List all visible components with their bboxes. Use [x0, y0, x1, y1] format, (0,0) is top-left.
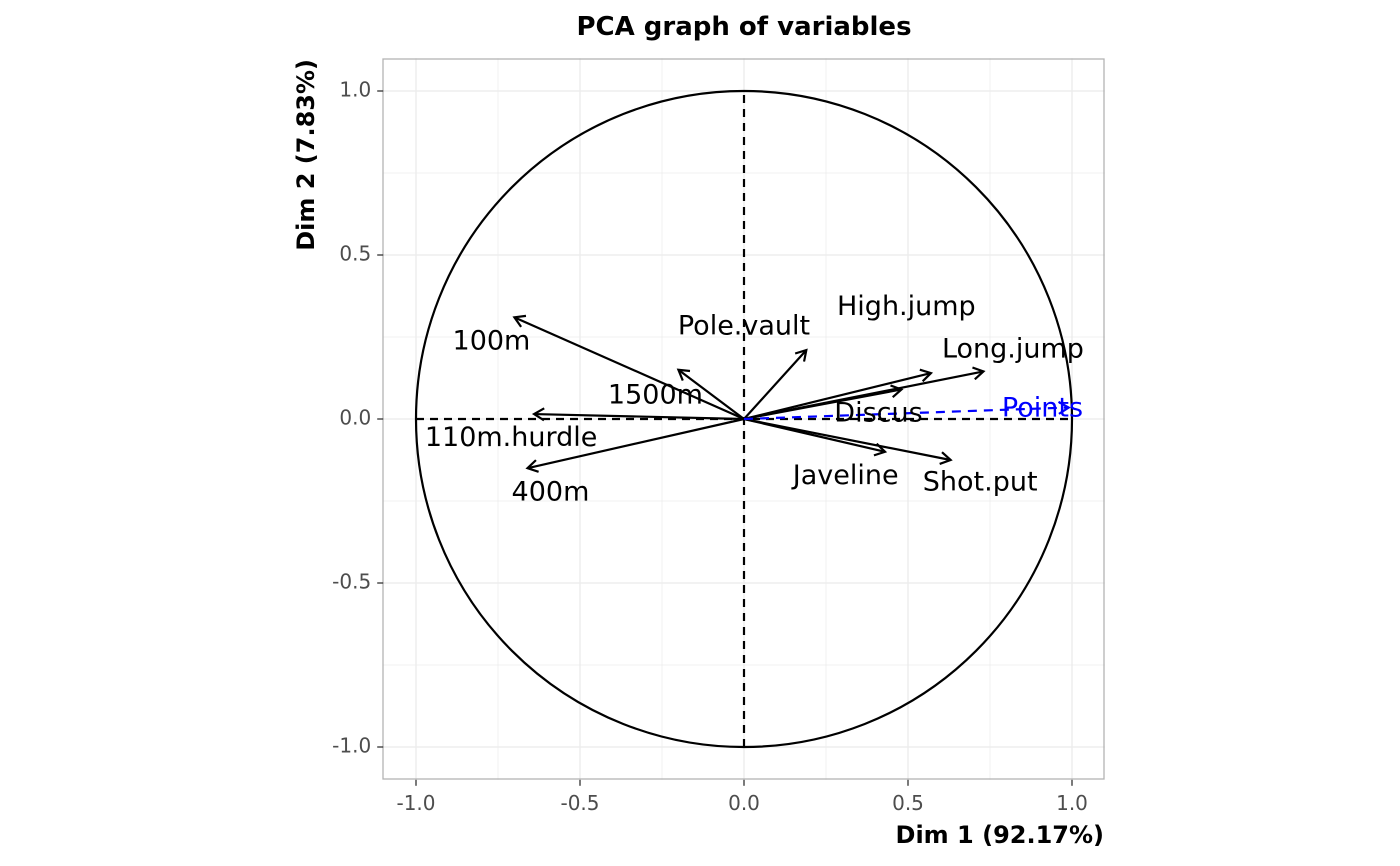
label-400m: 400m [512, 476, 590, 507]
label-discus: Discus [834, 398, 922, 429]
y-tick-label: -0.5 [332, 570, 371, 594]
arrow-high-jump [743, 368, 934, 421]
y-axis-title: Dim 2 (7.83%) [292, 59, 320, 251]
label-100m: 100m [453, 325, 531, 356]
x-tick-label: -0.5 [560, 791, 599, 815]
label-pole-vault: Pole.vault [678, 311, 810, 342]
arrow-pole-vault [743, 348, 808, 420]
arrow-discus [743, 384, 904, 421]
label-javeline: Javeline [791, 460, 899, 491]
axis-ticks: -1.0 -0.5 0.0 0.5 1.0 -1.0 -0.5 0.0 0.5 1.0 [332, 78, 1088, 815]
x-axis-title: Dim 1 (92.17%) [896, 821, 1104, 849]
label-high-jump: High.jump [837, 291, 976, 322]
y-tick-label: 0.0 [339, 406, 371, 430]
x-tick-label: 1.0 [1056, 791, 1088, 815]
variable-labels: 100m 1500m 110m.hurdle 400m Pole.vault High.j… [425, 291, 1084, 507]
variable-arrows [512, 314, 1071, 473]
label-long-jump: Long.jump [942, 334, 1084, 365]
label-shot-put: Shot.put [923, 466, 1038, 497]
y-tick-label: 1.0 [339, 78, 371, 102]
arrow-400m [525, 417, 745, 473]
arrow-1500m [676, 368, 745, 420]
arrow-points [743, 400, 1071, 421]
x-tick-label: 0.5 [892, 791, 924, 815]
arrow-100m [512, 314, 745, 421]
y-tick-label: 0.5 [339, 242, 371, 266]
arrow-shot-put [743, 417, 953, 465]
x-tick-label: 0.0 [728, 791, 760, 815]
label-1500m: 1500m [608, 380, 703, 411]
x-tick-label: -1.0 [396, 791, 435, 815]
y-tick-label: -1.0 [332, 734, 371, 758]
arrow-110m-hurdle [531, 407, 745, 422]
label-110m-hurdle: 110m.hurdle [425, 422, 598, 453]
label-points: Points [1002, 393, 1083, 424]
chart-title: PCA graph of variables [576, 12, 911, 42]
